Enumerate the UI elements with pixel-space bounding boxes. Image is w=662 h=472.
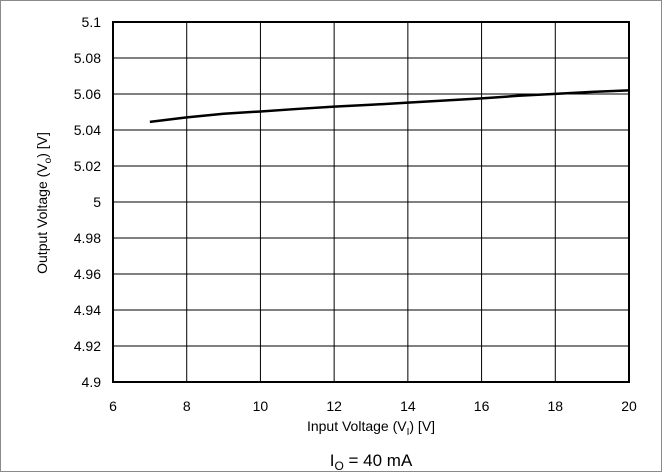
x-tick-labels: 6 8 10 12 14 16 18 20 bbox=[109, 398, 637, 414]
caption-tail: = 40 mA bbox=[344, 451, 413, 470]
y-tick-label: 5.08 bbox=[74, 50, 101, 66]
chart-caption: IO = 40 mA bbox=[330, 451, 413, 471]
x-tick-label: 12 bbox=[326, 398, 342, 414]
x-tick-label: 16 bbox=[474, 398, 490, 414]
y-tick-label: 5.02 bbox=[74, 158, 101, 174]
caption-sub: O bbox=[334, 459, 343, 471]
x-tick-label: 18 bbox=[547, 398, 563, 414]
y-tick-label: 4.92 bbox=[74, 338, 101, 354]
x-axis-title-sub: I bbox=[407, 427, 410, 438]
x-tick-label: 8 bbox=[183, 398, 191, 414]
x-tick-label: 6 bbox=[109, 398, 117, 414]
y-axis-title-main: Output Voltage (V bbox=[34, 163, 50, 274]
x-axis-title-tail: ) [V] bbox=[409, 418, 435, 434]
y-tick-label: 5 bbox=[93, 194, 101, 210]
x-axis-title: Input Voltage (VI) [V] bbox=[307, 418, 435, 438]
grid bbox=[112, 21, 630, 383]
y-tick-label: 5.1 bbox=[82, 14, 102, 30]
x-axis-title-main: Input Voltage (V bbox=[307, 418, 407, 434]
y-tick-label: 4.9 bbox=[82, 374, 102, 390]
y-tick-label: 4.98 bbox=[74, 230, 101, 246]
x-tick-label: 10 bbox=[253, 398, 269, 414]
series-line-0 bbox=[149, 89, 630, 124]
plot-frame bbox=[112, 21, 630, 383]
y-axis-title: Output Voltage (Vo) [V] bbox=[34, 132, 54, 274]
y-axis-title-sub: o bbox=[43, 157, 54, 163]
y-tick-label: 4.96 bbox=[74, 266, 101, 282]
x-tick-label: 20 bbox=[621, 398, 637, 414]
y-tick-label: 4.94 bbox=[74, 302, 101, 318]
caption-main: I bbox=[330, 451, 335, 470]
series-group bbox=[149, 89, 630, 124]
x-tick-label: 14 bbox=[400, 398, 416, 414]
y-axis-title-tail: ) [V] bbox=[34, 132, 50, 158]
y-tick-labels: 4.9 4.92 4.94 4.96 4.98 5 5.02 5.04 5.06 5.08 5.1 bbox=[74, 14, 101, 390]
y-tick-label: 5.06 bbox=[74, 86, 101, 102]
y-tick-label: 5.04 bbox=[74, 122, 101, 138]
